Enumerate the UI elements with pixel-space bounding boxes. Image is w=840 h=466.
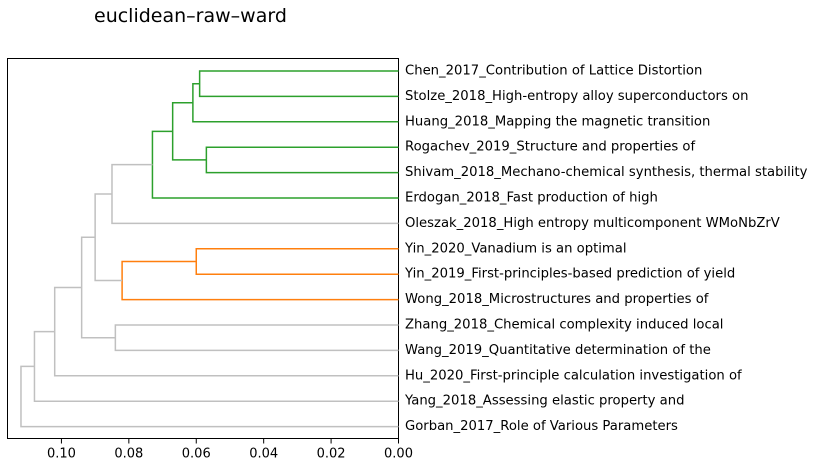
leaf-label: Yin_2019_First-principles-based predicti… <box>404 267 735 282</box>
leaf-label: Yin_2020_Vanadium is an optimal <box>404 241 627 256</box>
dendrogram-link-m5 <box>151 130 399 199</box>
dendrogram-links <box>20 70 399 428</box>
leaf-label: Gorban_2017_Role of Various Parameters <box>405 419 678 434</box>
dendrogram-link-m12 <box>53 286 399 377</box>
leaf-label: Huang_2018_Mapping the magnetic transiti… <box>405 114 710 129</box>
dendrogram-link-m13 <box>33 330 399 402</box>
leaf-label: Zhang_2018_Chemical complexity induced l… <box>405 318 723 333</box>
x-axis: 0.10 0.08 0.06 0.04 0.02 0.00 <box>47 438 413 462</box>
leaf-label: Stolze_2018_High-entropy alloy supercond… <box>405 89 748 104</box>
leaf-labels: Chen_2017_Contribution of Lattice Distor… <box>404 64 808 435</box>
chart-title: euclidean–raw–ward <box>94 5 287 27</box>
leaf-label: Erdogan_2018_Fast production of high <box>405 191 658 206</box>
x-tick-label: 0.10 <box>47 447 76 462</box>
x-tick-label: 0.04 <box>249 447 278 462</box>
dendrogram-link-m8 <box>121 260 399 301</box>
dendrogram-link-m2 <box>192 82 399 123</box>
leaf-label: Wong_2018_Microstructures and properties… <box>405 292 709 307</box>
x-tick-label: 0.06 <box>182 447 211 462</box>
x-tick-label: 0.08 <box>114 447 143 462</box>
leaf-label: Yang_2018_Assessing elastic property and <box>404 394 684 409</box>
leaf-label: Wang_2019_Quantitative determination of … <box>405 343 711 358</box>
leaf-label: Shivam_2018_Mechano-chemical synthesis, … <box>405 165 808 180</box>
leaf-label: Chen_2017_Contribution of Lattice Distor… <box>405 64 702 79</box>
dendrogram-link-m3 <box>205 146 399 174</box>
dendrogram-link-m9 <box>94 193 123 282</box>
dendrogram-link-m11 <box>80 236 116 339</box>
leaf-label: Oleszak_2018_High entropy multicomponent… <box>405 216 780 231</box>
x-tick-label: 0.02 <box>317 447 346 462</box>
dendrogram-link-m10 <box>114 324 399 352</box>
x-tick-label: 0.00 <box>384 447 413 462</box>
dendrogram-link-m4 <box>171 102 207 161</box>
dendrogram-link-m6 <box>111 163 399 225</box>
dendrogram-link-m7 <box>195 248 399 275</box>
dendrogram-link-m1 <box>198 70 399 98</box>
dendrogram-link-m14 <box>20 365 399 428</box>
leaf-label: Hu_2020_First-principle calculation inve… <box>405 368 742 383</box>
leaf-label: Rogachev_2019_Structure and properties o… <box>405 140 695 155</box>
